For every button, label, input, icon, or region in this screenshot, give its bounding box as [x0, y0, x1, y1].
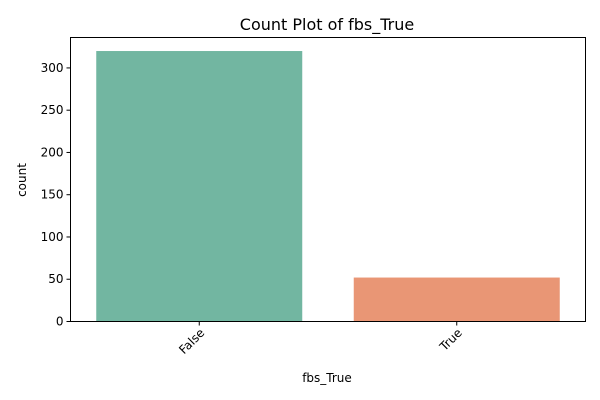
y-tick-label: 200 [41, 145, 64, 159]
chart-title: Count Plot of fbs_True [240, 15, 414, 35]
y-axis-ticks: 0 50 100 150 200 250 300 [41, 61, 71, 329]
bars-group [96, 51, 560, 322]
y-tick-label: 50 [48, 272, 63, 286]
y-tick-label: 0 [56, 315, 64, 329]
x-tick-label: True [436, 326, 465, 355]
y-axis-label: count [15, 163, 29, 197]
bar-true [353, 277, 560, 322]
y-tick-label: 250 [41, 103, 64, 117]
plot-frame [70, 37, 586, 322]
y-tick-label: 100 [41, 230, 64, 244]
bar-false [96, 51, 303, 322]
x-axis-label: fbs_True [302, 371, 352, 385]
x-tick-label: False [176, 326, 207, 357]
y-tick-label: 300 [41, 61, 64, 75]
y-tick-label: 150 [41, 188, 64, 202]
x-axis-ticks: False True [176, 321, 465, 357]
